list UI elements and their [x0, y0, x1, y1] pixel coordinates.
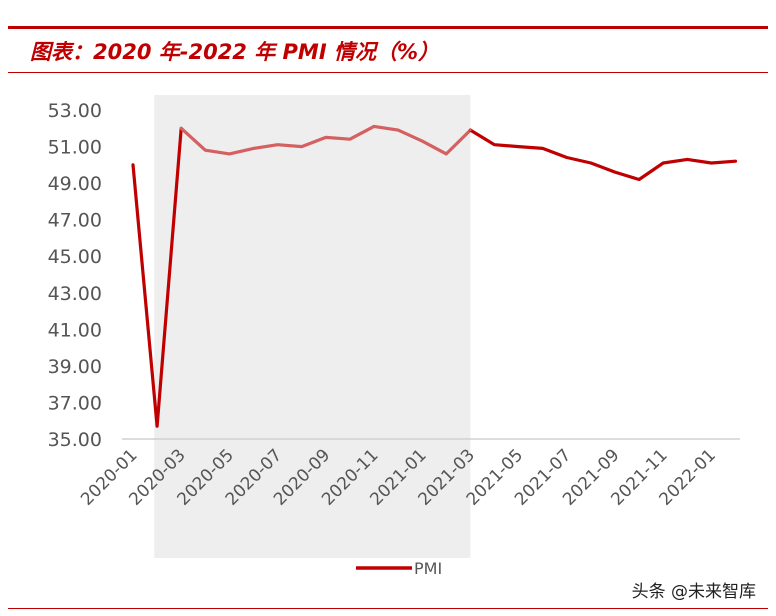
y-tick-label: 41.00 [48, 319, 102, 341]
data-point [204, 149, 207, 152]
y-tick-label: 39.00 [48, 356, 102, 378]
top-rule [8, 26, 768, 29]
watermark: 头条 @未来智库 [631, 582, 756, 602]
data-point [565, 156, 568, 159]
title-underline [8, 72, 768, 73]
y-tick-label: 45.00 [48, 246, 102, 268]
data-point [131, 163, 135, 167]
data-point [686, 158, 689, 161]
data-point [180, 127, 183, 130]
data-point [710, 161, 713, 165]
data-point [421, 139, 424, 143]
y-tick-label: 51.00 [48, 137, 102, 159]
data-point [324, 136, 327, 139]
legend-label-pmi: PMI [414, 559, 442, 578]
y-tick-label: 47.00 [48, 210, 102, 232]
y-axis-ticks: 35.00 37.00 39.00 41.00 43.00 45.00 47.00 49.00… [48, 100, 102, 451]
data-point [155, 425, 159, 428]
series-line-pmi-after [468, 128, 738, 182]
y-tick-label: 49.00 [48, 173, 102, 195]
data-point [613, 170, 617, 174]
data-point [300, 145, 303, 148]
data-point [662, 161, 665, 165]
y-tick-label: 37.00 [48, 392, 102, 414]
data-point [589, 161, 593, 165]
data-point [252, 147, 255, 150]
data-point [637, 178, 641, 181]
y-tick-label: 43.00 [48, 283, 102, 305]
data-point [517, 145, 520, 148]
data-point [541, 147, 544, 150]
data-point [372, 125, 376, 128]
data-point [276, 143, 279, 146]
data-point [348, 138, 352, 141]
data-point [469, 128, 472, 132]
data-point [493, 143, 496, 146]
highlight-shade-region [154, 95, 471, 558]
data-point [445, 152, 448, 156]
legend: PMI [356, 559, 442, 578]
data-point [396, 128, 400, 132]
data-point [734, 159, 737, 163]
y-tick-label: 35.00 [48, 429, 102, 451]
data-point [228, 152, 231, 156]
series-lines [131, 124, 738, 428]
y-tick-label: 53.00 [48, 100, 102, 122]
bottom-rule [8, 608, 768, 609]
chart-title: 图表：2020 年-2022 年 PMI 情况（%） [30, 40, 439, 64]
